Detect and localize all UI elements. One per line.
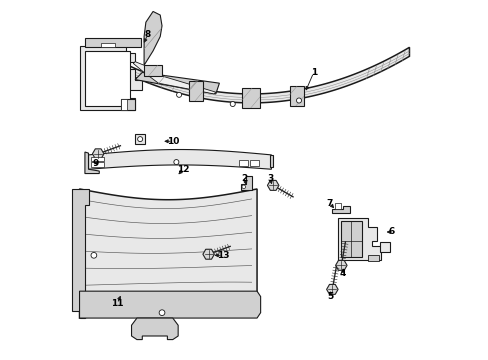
Text: 3: 3 <box>266 174 273 183</box>
Polygon shape <box>337 218 380 260</box>
Polygon shape <box>188 81 203 101</box>
Polygon shape <box>367 255 378 261</box>
Text: 4: 4 <box>339 269 346 278</box>
Polygon shape <box>144 65 162 76</box>
Circle shape <box>230 102 235 107</box>
Circle shape <box>242 185 245 189</box>
Polygon shape <box>80 45 142 110</box>
Bar <box>242 89 260 108</box>
Polygon shape <box>340 221 362 257</box>
Polygon shape <box>133 62 215 94</box>
Bar <box>335 203 340 210</box>
Text: 5: 5 <box>327 292 333 301</box>
Text: 13: 13 <box>216 251 229 260</box>
Bar <box>101 43 115 47</box>
Polygon shape <box>242 89 260 108</box>
Polygon shape <box>144 12 162 65</box>
Polygon shape <box>131 318 178 339</box>
Bar <box>188 81 203 101</box>
Text: 12: 12 <box>177 165 189 174</box>
Polygon shape <box>335 260 346 270</box>
Polygon shape <box>88 149 271 169</box>
Text: 9: 9 <box>92 159 99 168</box>
Bar <box>85 39 140 47</box>
Polygon shape <box>269 155 273 167</box>
Bar <box>379 242 389 252</box>
Circle shape <box>159 310 164 316</box>
Text: 6: 6 <box>387 228 394 237</box>
Bar <box>91 162 103 167</box>
Text: 10: 10 <box>166 137 179 146</box>
Text: 7: 7 <box>326 199 332 208</box>
Text: 2: 2 <box>241 174 247 183</box>
Polygon shape <box>203 249 214 259</box>
Bar <box>121 99 127 110</box>
Polygon shape <box>92 149 104 159</box>
Text: 8: 8 <box>144 30 150 39</box>
Polygon shape <box>267 180 278 190</box>
Polygon shape <box>144 65 162 76</box>
Polygon shape <box>144 12 162 65</box>
Circle shape <box>91 252 97 258</box>
Polygon shape <box>332 206 349 213</box>
Polygon shape <box>72 189 88 318</box>
Bar <box>289 86 303 105</box>
Circle shape <box>174 159 179 165</box>
Polygon shape <box>289 86 303 105</box>
Bar <box>91 157 103 161</box>
Polygon shape <box>241 176 251 190</box>
Polygon shape <box>80 189 257 318</box>
Polygon shape <box>326 284 337 294</box>
Polygon shape <box>85 152 99 174</box>
Text: 1: 1 <box>310 68 316 77</box>
Bar <box>121 99 135 110</box>
Circle shape <box>296 98 301 103</box>
Polygon shape <box>135 72 219 94</box>
Polygon shape <box>135 72 219 94</box>
Text: 11: 11 <box>111 299 123 308</box>
Bar <box>239 160 247 166</box>
Circle shape <box>176 92 181 97</box>
Circle shape <box>137 136 142 141</box>
Polygon shape <box>80 291 260 318</box>
Polygon shape <box>94 47 408 103</box>
Bar <box>85 51 129 107</box>
Bar <box>249 160 258 166</box>
Bar <box>135 134 145 144</box>
